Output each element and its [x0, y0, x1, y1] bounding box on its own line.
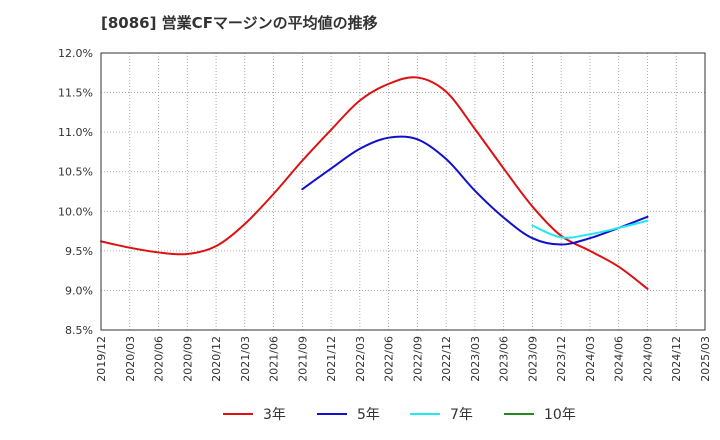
- y-tick-label: 11.5%: [58, 87, 93, 100]
- y-axis: 12.0% 11.5% 11.0% 10.5% 10.0% 9.5% 9.0% 8.5%: [58, 47, 93, 337]
- series-line-3: [531, 219, 649, 239]
- x-axis: 2019/12 2020/03 2020/06 2020/09 2020/12 2021/…: [95, 336, 712, 382]
- plot-background: [101, 53, 705, 330]
- x-tick-label: 2021/09: [296, 336, 309, 382]
- x-tick-label: 2024/09: [641, 336, 654, 382]
- x-tick-label: 2022/03: [354, 336, 367, 382]
- legend-label: 5年: [357, 407, 380, 423]
- x-tick-label: 2023/12: [555, 336, 568, 382]
- y-tick-label: 10.0%: [58, 205, 93, 218]
- series-line-1: [100, 76, 649, 290]
- y-tick-label: 10.5%: [58, 166, 93, 179]
- x-tick-label: 2025/03: [699, 336, 712, 382]
- y-tick-label: 11.0%: [58, 126, 93, 139]
- legend-label: 3年: [263, 407, 286, 423]
- plot-frame: [100, 52, 706, 331]
- x-tick-label: 2022/06: [383, 336, 396, 382]
- legend-label: 7年: [450, 407, 473, 423]
- x-tick-label: 2019/12: [95, 336, 108, 382]
- x-tick-label: 2023/06: [498, 336, 511, 382]
- x-tick-label: 2024/03: [584, 336, 597, 382]
- legend-label: 10年: [544, 407, 576, 423]
- x-tick-label: 2024/06: [613, 336, 626, 382]
- y-tick-label: 12.0%: [58, 47, 93, 60]
- legend: 3年 5年 7年 10年: [223, 407, 576, 423]
- x-tick-label: 2022/09: [411, 336, 424, 382]
- x-tick-label: 2021/12: [325, 336, 338, 382]
- x-tick-label: 2024/12: [670, 336, 683, 382]
- y-tick-label: 9.5%: [65, 245, 93, 258]
- x-tick-label: 2021/06: [268, 336, 281, 382]
- x-tick-label: 2023/03: [469, 336, 482, 382]
- x-tick-label: 2023/09: [526, 336, 539, 382]
- y-tick-label: 8.5%: [65, 324, 93, 337]
- x-tick-label: 2022/12: [440, 336, 453, 382]
- x-tick-label: 2020/03: [124, 336, 137, 382]
- y-tick-label: 9.0%: [65, 284, 93, 297]
- x-tick-label: 2021/03: [239, 336, 252, 382]
- series-lines: [100, 76, 649, 290]
- x-tick-label: 2020/12: [210, 336, 223, 382]
- series-line-2: [301, 135, 649, 246]
- x-tick-label: 2020/09: [181, 336, 194, 382]
- x-tick-label: 2020/06: [153, 336, 166, 382]
- chart-title: [8086] 営業CFマージンの平均値の推移: [101, 14, 378, 32]
